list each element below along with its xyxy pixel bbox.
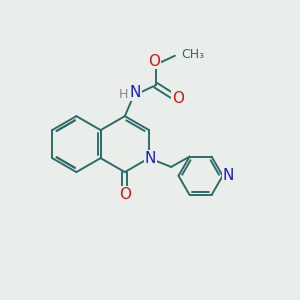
Text: N: N <box>145 151 156 166</box>
Text: O: O <box>119 187 131 202</box>
Text: H: H <box>119 88 128 100</box>
Text: N: N <box>222 168 234 183</box>
Text: O: O <box>172 91 184 106</box>
Text: O: O <box>148 54 160 69</box>
Text: N: N <box>130 85 141 100</box>
Text: CH₃: CH₃ <box>182 48 205 61</box>
